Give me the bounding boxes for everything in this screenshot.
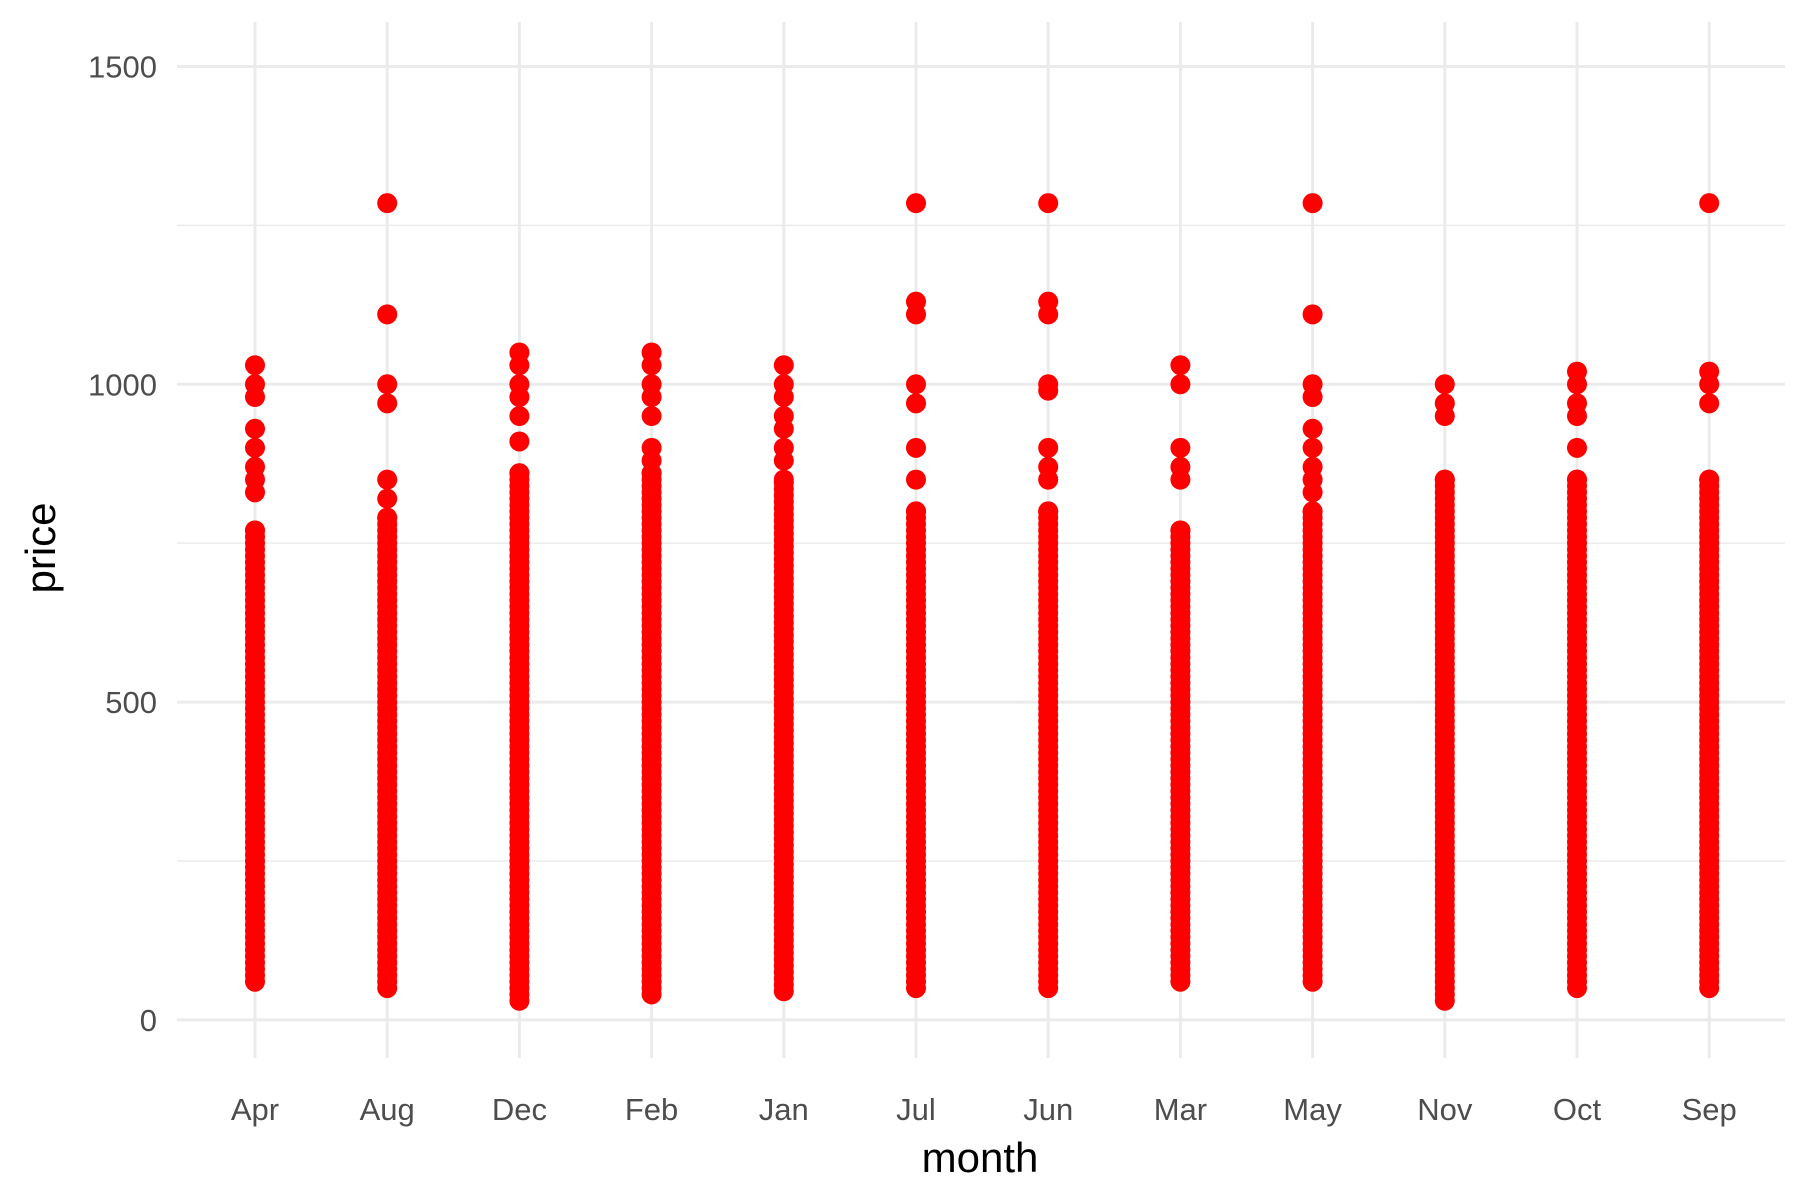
x-tick-label: May: [1283, 1092, 1342, 1127]
data-point: [1699, 469, 1720, 490]
data-point: [1302, 456, 1323, 477]
data-point: [377, 193, 398, 214]
x-tick-label: Feb: [625, 1092, 678, 1127]
data-point: [377, 393, 398, 414]
x-axis-tick-labels: Apr Aug Dec Feb Jan Jul Jun Mar May Nov Oct Sep: [231, 1092, 1737, 1127]
data-point: [1038, 374, 1059, 395]
y-tick-label: 1000: [88, 367, 157, 402]
data-point: [906, 193, 926, 214]
data-point: [245, 520, 265, 541]
data-point: [1302, 501, 1323, 522]
data-point: [906, 469, 926, 490]
data-point: [1434, 393, 1455, 414]
data-point: [906, 374, 926, 395]
data-points: [245, 193, 1720, 1011]
y-axis-tick-labels: 0 500 1000 1500: [88, 49, 157, 1037]
data-point: [906, 291, 926, 312]
data-point: [1170, 355, 1191, 376]
x-tick-label: Apr: [231, 1092, 279, 1127]
data-point: [1567, 361, 1587, 382]
data-point: [509, 406, 530, 427]
data-point: [1567, 393, 1587, 414]
data-point: [1038, 291, 1059, 312]
data-point: [1170, 437, 1191, 458]
data-point: [641, 374, 662, 395]
x-tick-label: Dec: [492, 1092, 547, 1127]
data-point: [1699, 193, 1720, 214]
data-point: [1302, 374, 1323, 395]
data-point: [1699, 361, 1720, 382]
data-point: [509, 374, 530, 395]
x-tick-label: Jun: [1023, 1092, 1073, 1127]
data-point: [245, 437, 265, 458]
data-point: [773, 374, 794, 395]
y-tick-label: 1500: [88, 49, 157, 84]
x-tick-label: Oct: [1553, 1092, 1602, 1127]
x-axis-title: month: [922, 1134, 1039, 1181]
data-point: [641, 342, 662, 363]
x-tick-label: Jul: [896, 1092, 936, 1127]
data-point: [773, 406, 794, 427]
data-point: [1038, 193, 1059, 214]
data-point: [773, 437, 794, 458]
data-point: [906, 393, 926, 414]
data-point: [245, 456, 265, 477]
data-point: [641, 406, 662, 427]
y-tick-label: 500: [105, 685, 157, 720]
data-point: [1434, 469, 1455, 490]
data-point: [1038, 437, 1059, 458]
grid: [177, 22, 1785, 1058]
data-point: [377, 374, 398, 395]
data-point: [377, 469, 398, 490]
data-point: [245, 418, 265, 439]
data-point: [1567, 469, 1587, 490]
data-point: [1302, 304, 1323, 325]
y-axis-title: price: [17, 502, 64, 593]
data-point: [1302, 193, 1323, 214]
y-tick-label: 0: [140, 1003, 157, 1038]
data-point: [1170, 520, 1191, 541]
x-tick-label: Mar: [1154, 1092, 1207, 1127]
data-point: [509, 463, 530, 484]
data-point: [1038, 501, 1059, 522]
data-point: [1038, 456, 1059, 477]
x-tick-label: Jan: [759, 1092, 809, 1127]
x-tick-label: Aug: [360, 1092, 415, 1127]
data-point: [1699, 393, 1720, 414]
data-point: [906, 501, 926, 522]
data-point: [1170, 374, 1191, 395]
data-point: [1567, 437, 1587, 458]
data-point: [1302, 437, 1323, 458]
data-point: [1434, 374, 1455, 395]
data-point: [377, 488, 398, 509]
data-point: [1170, 456, 1191, 477]
data-point: [906, 437, 926, 458]
data-point: [1302, 418, 1323, 439]
data-point: [245, 374, 265, 395]
data-point: [773, 355, 794, 376]
data-point: [509, 431, 530, 452]
data-point: [641, 437, 662, 458]
data-point: [773, 469, 794, 490]
x-tick-label: Nov: [1417, 1092, 1473, 1127]
x-tick-label: Sep: [1682, 1092, 1737, 1127]
data-point: [377, 304, 398, 325]
data-point: [245, 355, 265, 376]
data-point: [377, 507, 398, 528]
data-point: [509, 342, 530, 363]
